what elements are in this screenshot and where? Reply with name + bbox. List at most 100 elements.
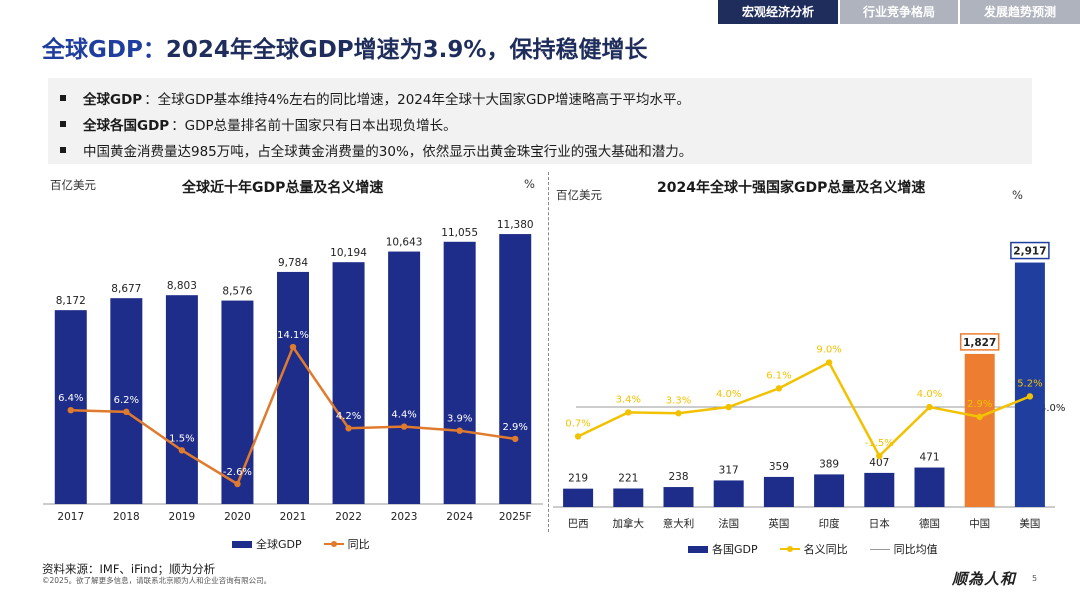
bullet-text: ：全球GDP基本维持4%左右的同比增速，2024年全球十大国家GDP增速略高于平… <box>144 92 690 108</box>
source-note: 资料来源：IMF、iFind；顺为分析 <box>42 562 216 576</box>
gdp-bar-label: 221 <box>618 472 638 484</box>
page-title-main: 2024年全球GDP增速为3.9%，保持稳健增长 <box>165 37 648 63</box>
nominal-growth-label: 3.3% <box>666 395 691 406</box>
x-tick-label: 2024 <box>446 511 473 523</box>
legend-line-swatch <box>779 546 800 552</box>
nominal-growth-point <box>825 359 833 366</box>
country-gdp-bar <box>663 487 694 507</box>
x-tick-label: 2017 <box>57 511 84 523</box>
x-tick-label: 加拿大 <box>613 517 645 530</box>
bullet-text: ：GDP总量排名前十国家只有日本出现负增长。 <box>171 118 457 134</box>
gdp-bar-label: 238 <box>668 471 688 483</box>
bullet-item: 全球GDP ：全球GDP基本维持4%左右的同比增速，2024年全球十大国家GDP增… <box>60 85 1032 111</box>
x-tick-label: 2019 <box>169 511 196 523</box>
yoy-value-label: 3.9% <box>447 414 472 425</box>
gdp-bar <box>499 234 532 504</box>
left-chart-legend: 全球GDP 同比 <box>232 536 392 552</box>
nominal-growth-label: 4.0% <box>917 389 942 400</box>
page-title: 全球GDP：2024年全球GDP增速为3.9%，保持稳健增长 <box>42 30 647 64</box>
legend-item-average: 同比均值 <box>869 541 938 557</box>
tab-industry-competition[interactable]: 行业竞争格局 <box>840 0 958 24</box>
yoy-value-label: 14.1% <box>277 330 309 341</box>
nominal-growth-point <box>625 409 632 416</box>
legend-item-country-gdp: 各国GDP <box>688 541 758 557</box>
gdp-bar-label: 11,055 <box>441 227 478 239</box>
average-value-label: 4.0% <box>1040 403 1065 414</box>
nominal-growth-point <box>876 452 883 460</box>
yoy-value-label: 6.4% <box>58 393 83 404</box>
country-gdp-bar <box>763 476 794 507</box>
country-gdp-bar <box>1014 262 1045 507</box>
legend-item-gdp: 全球GDP <box>232 536 302 552</box>
tab-trend-forecast[interactable]: 发展趋势预测 <box>960 0 1080 24</box>
right-chart-y2-unit: % <box>1012 188 1023 202</box>
tab-macro-economy[interactable]: 宏观经济分析 <box>718 0 838 24</box>
nominal-growth-point <box>976 413 983 421</box>
gdp-bar-label-box <box>959 333 1000 351</box>
nominal-growth-label: 2.9% <box>967 399 992 410</box>
gdp-bar-label: 9,784 <box>278 257 308 269</box>
bullet-keyword: 全球各国GDP <box>83 118 170 134</box>
x-tick-label: 中国 <box>969 517 990 530</box>
gdp-bar-label: 10,194 <box>330 247 367 259</box>
nominal-growth-line <box>577 360 1031 459</box>
yoy-point <box>123 408 130 416</box>
key-points-box: 全球GDP ：全球GDP基本维持4%左右的同比增速，2024年全球十大国家GDP增… <box>48 78 1032 164</box>
right-chart-y-unit: 百亿美元 <box>556 188 602 202</box>
nominal-growth-label: 3.4% <box>616 394 641 405</box>
x-tick-label: 美国 <box>1019 517 1040 530</box>
x-tick-label: 意大利 <box>663 517 695 530</box>
bullet-square-icon <box>60 147 66 153</box>
yoy-point <box>178 447 186 454</box>
gdp-bar-label: 219 <box>568 473 588 485</box>
legend-label: 全球GDP <box>256 538 302 551</box>
copyright-note: ©2025。欲了解更多信息，请联系北京顺为人和企业咨询有限公司。 <box>42 576 272 585</box>
gdp-bar <box>165 295 198 504</box>
gdp-bar-label: 407 <box>869 457 889 469</box>
yoy-point <box>67 407 74 414</box>
gdp-bar-label-box <box>1010 241 1050 260</box>
legend-item-nominal-yoy: 名义同比 <box>779 541 848 557</box>
yoy-point <box>400 423 408 430</box>
nominal-growth-point <box>574 433 582 440</box>
yoy-value-label: 6.2% <box>114 395 139 406</box>
nominal-growth-point <box>725 403 732 411</box>
x-tick-label: 2021 <box>280 511 307 523</box>
legend-line-swatch <box>869 548 890 550</box>
gdp-bar-label: 359 <box>769 461 789 473</box>
yoy-value-label: 1.5% <box>169 433 194 444</box>
yoy-value-label: 2.9% <box>503 422 528 433</box>
gdp-bar-label: 2,917 <box>1013 246 1046 258</box>
x-tick-label: 英国 <box>768 517 789 530</box>
gdp-bar-label: 389 <box>819 458 839 470</box>
x-tick-label: 法国 <box>718 517 739 530</box>
x-tick-label: 印度 <box>819 517 840 530</box>
legend-label: 名义同比 <box>803 543 848 556</box>
yoy-value-label: 4.2% <box>336 411 361 422</box>
gdp-bar-label: 10,643 <box>386 237 423 249</box>
gdp-bar <box>388 251 421 504</box>
yoy-point <box>345 425 352 432</box>
gdp-bar-label: 8,172 <box>56 295 86 307</box>
left-chart-y2-unit: % <box>524 177 535 191</box>
legend-dot-icon <box>330 541 337 547</box>
chart-divider <box>548 172 549 532</box>
yoy-point <box>512 435 519 443</box>
gdp-bar <box>110 298 143 504</box>
bullet-text: 中国黄金消费量达985万吨，占全球黄金消费量的30%，依然显示出黄金珠宝行业的强… <box>83 144 693 160</box>
bullet-square-icon <box>60 95 66 101</box>
nominal-growth-label: 4.0% <box>716 389 741 400</box>
legend-label: 同比 <box>347 538 370 551</box>
nominal-growth-label: 9.0% <box>816 345 841 356</box>
legend-dot-icon <box>786 546 793 552</box>
nominal-growth-label: -1.5% <box>865 438 894 449</box>
x-tick-label: 德国 <box>919 517 940 530</box>
country-gdp-bar <box>613 488 644 507</box>
country-gdp-bar <box>713 480 744 507</box>
gdp-bar-label: 317 <box>719 464 739 476</box>
legend-item-yoy: 同比 <box>323 536 370 552</box>
x-tick-label: 日本 <box>869 517 890 530</box>
yoy-point <box>456 427 463 434</box>
country-gdp-bar <box>864 472 895 507</box>
left-chart-y-unit: 百亿美元 <box>50 178 96 192</box>
